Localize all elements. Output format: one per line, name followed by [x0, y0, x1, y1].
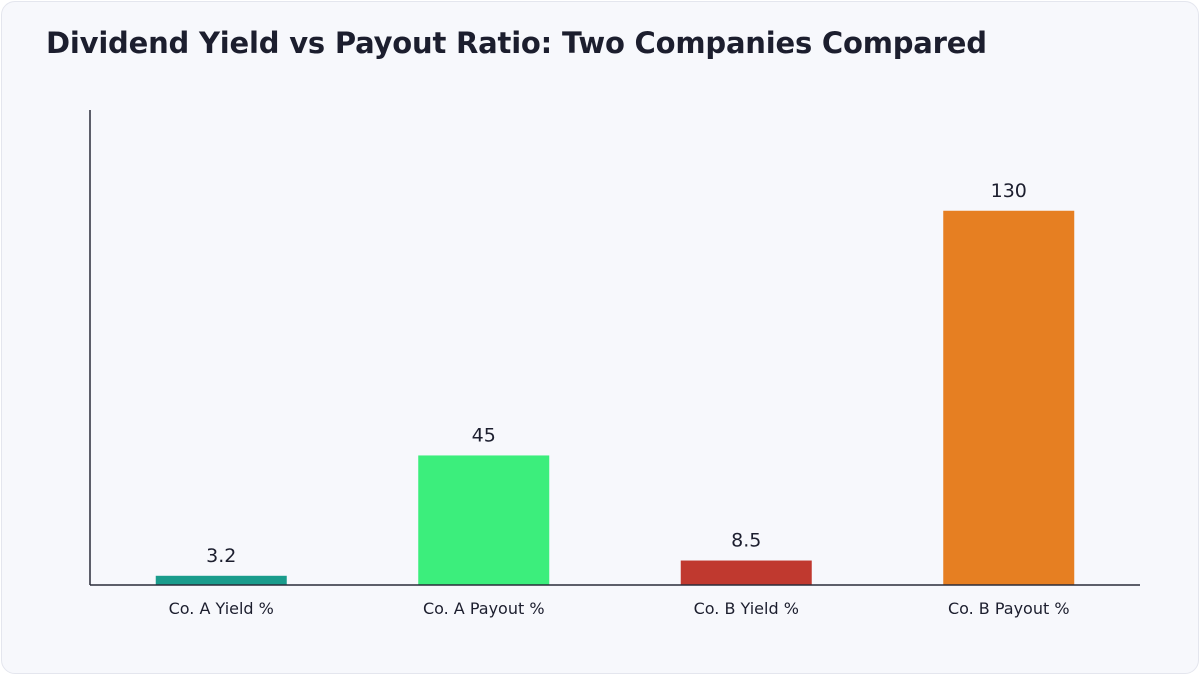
- value-label-1: 3.2: [206, 545, 236, 567]
- bars-group: [155, 210, 1075, 585]
- bar-4: [943, 210, 1075, 585]
- bar-2: [418, 455, 550, 585]
- x-tick-labels-group: Co. A Yield % Co. A Payout % Co. B Yield %…: [169, 599, 1070, 618]
- value-labels-group: 3.2 45 8.5 130: [206, 180, 1027, 567]
- value-label-4: 130: [991, 180, 1027, 202]
- chart-title: Dividend Yield vs Payout Ratio: Two Comp…: [46, 26, 987, 60]
- value-label-2: 45: [472, 424, 496, 446]
- x-tick-label-4: Co. B Payout %: [948, 599, 1070, 618]
- x-tick-label-1: Co. A Yield %: [169, 599, 274, 618]
- bar-3: [680, 560, 812, 585]
- value-label-3: 8.5: [731, 530, 761, 552]
- x-tick-label-2: Co. A Payout %: [423, 599, 545, 618]
- bar-1: [155, 575, 287, 585]
- x-tick-label-3: Co. B Yield %: [694, 599, 799, 618]
